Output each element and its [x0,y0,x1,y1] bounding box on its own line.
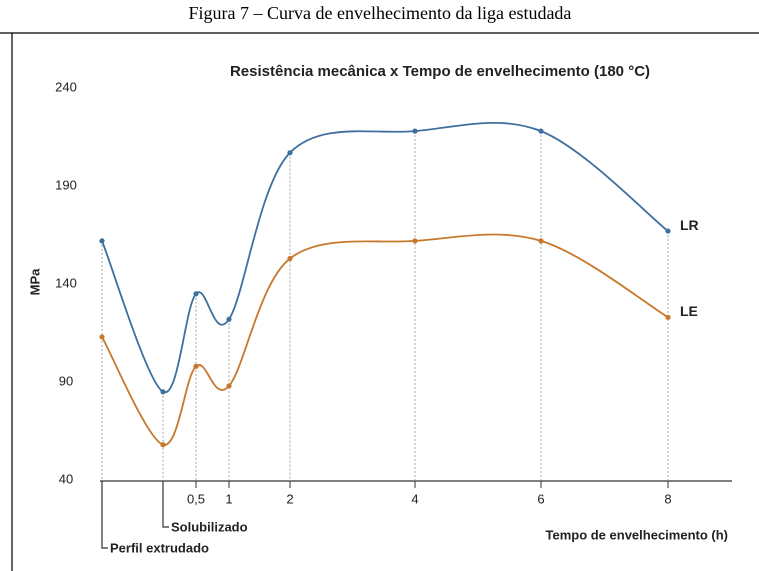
data-point [287,255,293,262]
chart-title: Resistência mecânica x Tempo de envelhec… [230,63,650,80]
data-point [226,316,232,322]
annotation-bracket [162,481,169,528]
data-point [160,389,166,395]
x-axis-label: Tempo de envelhecimento (h) [545,527,728,542]
data-point [193,291,199,297]
y-tick-label: 40 [59,471,73,486]
x-tick-label: 8 [664,491,671,506]
annotation: Solubilizado [171,519,248,534]
y-tick-label: 140 [55,275,77,290]
data-point [665,228,671,234]
data-point [193,363,199,369]
data-point [538,128,544,134]
y-tick-label: 190 [55,177,77,192]
series-label: LE [680,303,698,319]
x-tick-label: 0,5 [187,491,205,506]
data-point [99,334,105,340]
figure-caption: Figura 7 – Curva de envelhecimento da li… [189,3,572,23]
data-point [226,383,232,389]
series-line [101,122,669,393]
series-label: LR [680,217,699,233]
x-tick-label: 2 [286,491,293,506]
data-point [412,128,418,134]
data-point [412,238,418,244]
y-axis-label: MPa [27,268,42,296]
x-tick-label: 4 [411,491,418,506]
data-point [160,442,166,448]
annotation: Perfil extrudado [110,540,209,555]
data-point [287,150,293,156]
y-tick-label: 240 [55,79,77,94]
data-point [665,314,671,320]
annotation-bracket [101,481,108,549]
y-tick-label: 90 [59,373,73,388]
data-point [99,238,105,244]
data-point [538,238,544,244]
x-tick-label: 1 [225,491,232,506]
series-line [101,233,669,446]
x-tick-label: 6 [537,491,544,506]
